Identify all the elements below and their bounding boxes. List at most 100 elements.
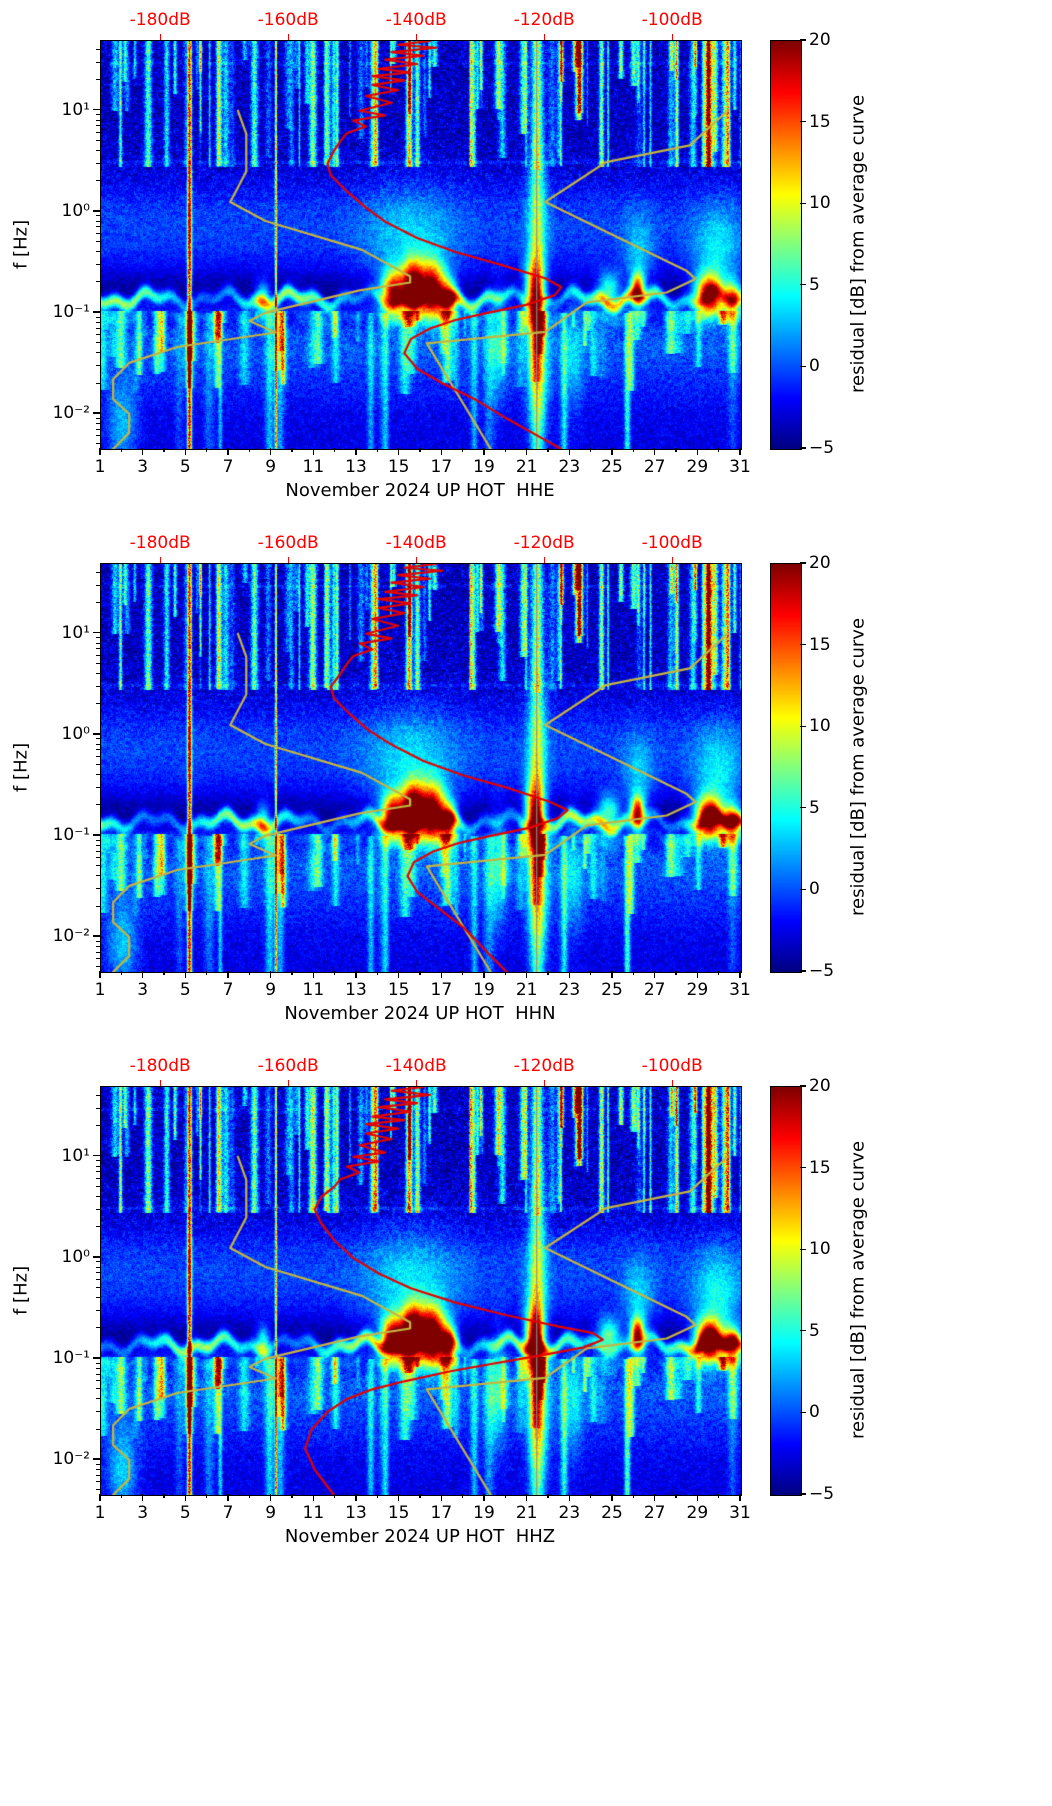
colorbar-frame <box>770 1086 802 1496</box>
top-axis-label: -180dB <box>129 10 191 30</box>
x-tick-label: 13 <box>345 980 367 1000</box>
colorbar <box>771 1087 801 1495</box>
x-tick-label: 31 <box>729 1503 751 1523</box>
top-axis-label: -140dB <box>385 1056 447 1076</box>
x-tick-label: 23 <box>558 980 581 1000</box>
x-tick-label: 1 <box>94 1503 106 1523</box>
y-tick-label: 10¹ <box>61 1145 90 1166</box>
x-tick-label: 23 <box>558 1503 581 1523</box>
colorbar-frame <box>770 563 802 973</box>
plot-frame <box>100 1086 742 1496</box>
y-major-tick <box>93 935 100 937</box>
x-tick-label: 5 <box>179 1503 191 1523</box>
x-tick-label: 13 <box>345 1503 367 1523</box>
x-tick-label: 1 <box>94 980 106 1000</box>
x-axis-label: November 2024 UP HOT HHZ <box>284 1526 556 1547</box>
x-tick-label: 19 <box>473 457 495 477</box>
x-tick-label: 21 <box>515 980 538 1000</box>
x-axis-label: November 2024 UP HOT HHN <box>284 1003 556 1024</box>
y-major-tick <box>93 109 100 111</box>
x-tick-label: 3 <box>137 457 149 477</box>
y-axis-label: f [Hz] <box>10 742 32 792</box>
top-axis-label: -120dB <box>513 533 575 553</box>
y-major-tick <box>93 1256 100 1258</box>
y-tick-label: 10⁰ <box>61 200 90 221</box>
top-axis-label: -180dB <box>129 533 191 553</box>
y-major-tick <box>93 210 100 212</box>
y-tick-label: 10⁻² <box>52 402 90 423</box>
x-tick-label: 25 <box>601 980 623 1000</box>
x-tick-label: 11 <box>302 1503 325 1523</box>
top-axis-label: -120dB <box>513 10 575 30</box>
y-major-tick <box>93 632 100 634</box>
top-axis-label: -120dB <box>513 1056 575 1076</box>
y-major-tick <box>93 1357 100 1359</box>
spectrogram-canvas <box>101 564 741 972</box>
x-tick-label: 25 <box>601 1503 623 1523</box>
top-axis-label: -100dB <box>641 10 703 30</box>
spectrogram-canvas <box>101 1087 741 1495</box>
y-tick-label: 10⁻¹ <box>52 301 90 322</box>
colorbar <box>771 41 801 449</box>
y-major-tick <box>93 1458 100 1460</box>
y-tick-label: 10⁻¹ <box>52 1347 90 1368</box>
y-major-tick <box>93 1155 100 1157</box>
top-axis-label: -180dB <box>129 1056 191 1076</box>
spectrogram-panel-hhe: f [Hz] 10¹ 10⁰ 10⁻¹ 10⁻² 1 3 5 7 9 11 13 15 17 19 21 23… <box>0 0 1052 523</box>
x-tick-label: 27 <box>643 1503 666 1523</box>
x-tick-label: 17 <box>430 457 453 477</box>
y-major-tick <box>93 733 100 735</box>
top-axis-label: -140dB <box>385 10 447 30</box>
x-tick-label: 17 <box>430 1503 453 1523</box>
x-tick-label: 15 <box>387 457 410 477</box>
top-axis-label: -160dB <box>257 1056 319 1076</box>
colorbar <box>771 564 801 972</box>
x-axis-label: November 2024 UP HOT HHE <box>285 480 555 501</box>
x-tick-label: 31 <box>729 457 751 477</box>
x-tick-label: 7 <box>222 457 234 477</box>
x-tick-label: 29 <box>686 1503 709 1523</box>
y-tick-label: 10¹ <box>61 99 90 120</box>
x-tick-label: 7 <box>222 980 234 1000</box>
top-axis-label: -160dB <box>257 10 319 30</box>
y-tick-label: 10⁻² <box>52 1448 90 1469</box>
y-tick-label: 10⁻¹ <box>52 824 90 845</box>
x-tick-label: 5 <box>179 980 191 1000</box>
y-tick-label: 10⁰ <box>61 1246 90 1267</box>
plot-frame <box>100 563 742 973</box>
colorbar-label: residual [dB] from average curve <box>847 1140 869 1440</box>
x-tick-label: 27 <box>643 457 666 477</box>
y-axis-label: f [Hz] <box>10 1265 32 1315</box>
y-major-tick <box>93 412 100 414</box>
x-tick-label: 21 <box>515 1503 538 1523</box>
x-tick-label: 11 <box>302 980 325 1000</box>
top-axis-label: -100dB <box>641 533 703 553</box>
x-tick-label: 29 <box>686 457 709 477</box>
spectrogram-canvas <box>101 41 741 449</box>
x-tick-label: 15 <box>387 1503 410 1523</box>
top-axis-label: -160dB <box>257 533 319 553</box>
x-tick-label: 5 <box>179 457 191 477</box>
top-axis-label: -140dB <box>385 533 447 553</box>
x-tick-label: 9 <box>265 1503 277 1523</box>
top-axis-label: -100dB <box>641 1056 703 1076</box>
x-tick-label: 3 <box>137 1503 149 1523</box>
x-tick-label: 31 <box>729 980 751 1000</box>
y-axis-label: f [Hz] <box>10 219 32 269</box>
x-tick-label: 11 <box>302 457 325 477</box>
x-tick-label: 27 <box>643 980 666 1000</box>
x-tick-label: 9 <box>265 980 277 1000</box>
y-tick-label: 10¹ <box>61 622 90 643</box>
y-tick-label: 10⁻² <box>52 925 90 946</box>
y-major-tick <box>93 834 100 836</box>
x-tick-label: 15 <box>387 980 410 1000</box>
y-tick-label: 10⁰ <box>61 723 90 744</box>
x-tick-label: 19 <box>473 1503 495 1523</box>
x-tick-label: 17 <box>430 980 453 1000</box>
colorbar-label: residual [dB] from average curve <box>847 94 869 394</box>
x-tick-label: 1 <box>94 457 106 477</box>
x-tick-label: 9 <box>265 457 277 477</box>
x-tick-label: 13 <box>345 457 367 477</box>
plot-frame <box>100 40 742 450</box>
